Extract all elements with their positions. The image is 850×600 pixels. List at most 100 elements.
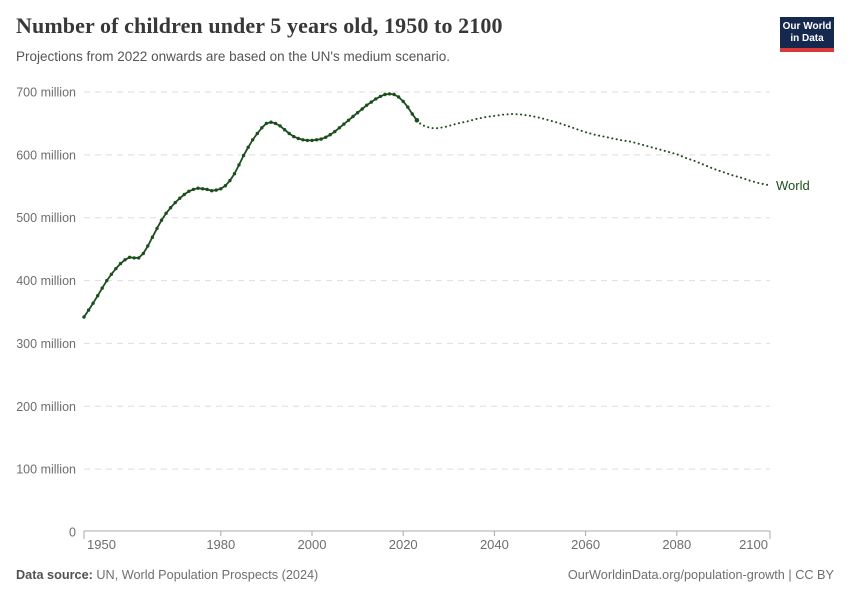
world-line-marker [223, 184, 228, 188]
world-line-marker [328, 133, 332, 137]
world-line-marker [410, 112, 414, 116]
world-line-marker [82, 315, 86, 319]
world-line-marker [137, 256, 141, 260]
world-line-marker [255, 131, 259, 136]
y-axis-tick-label: 500 million [16, 211, 76, 225]
x-axis-tick-label: 2080 [662, 537, 691, 552]
x-axis-tick-label: 2100 [739, 537, 768, 552]
world-line-marker [168, 206, 173, 210]
owid-logo[interactable]: Our World in Data [780, 17, 834, 53]
world-line-historical [83, 93, 418, 318]
logo-text-line1: Our World [782, 21, 832, 32]
world-line-marker [187, 189, 191, 193]
y-axis-tick-label: 600 million [16, 148, 76, 162]
y-axis-tick-label: 100 million [16, 463, 76, 477]
x-axis-tick-label: 2020 [389, 537, 418, 552]
world-line-marker [191, 187, 196, 192]
world-line-marker [260, 126, 264, 130]
world-line-marker [292, 134, 296, 139]
world-line-marker [86, 308, 91, 312]
y-axis-tick-label: 400 million [16, 274, 76, 288]
world-line-marker [232, 172, 237, 176]
world-line-marker [150, 235, 155, 239]
y-axis-tick-label: 300 million [16, 337, 76, 351]
world-line-marker [237, 163, 241, 167]
world-line-marker [264, 121, 269, 126]
world-line-marker [246, 145, 250, 149]
world-line-marker [346, 118, 351, 123]
chart-header: Number of children under 5 years old, 19… [16, 12, 758, 65]
world-line-marker [351, 114, 355, 119]
world-line-marker [269, 120, 273, 124]
world-series-label[interactable]: World [776, 178, 810, 193]
chart-title: Number of children under 5 years old, 19… [16, 13, 503, 38]
owid-url-license-link[interactable]: OurWorldinData.org/population-growth | C… [567, 568, 834, 582]
world-line-marker [374, 97, 378, 101]
world-line-marker [305, 138, 310, 143]
world-line-marker [178, 196, 182, 200]
world-line-marker [287, 131, 291, 136]
world-line-marker [310, 138, 314, 143]
world-line-marker [337, 126, 342, 130]
world-line-marker [219, 187, 223, 191]
y-axis-tick-label: 200 million [16, 400, 76, 414]
world-line-marker [173, 200, 177, 205]
world-line-marker [396, 95, 401, 99]
chart-footer: Data source: UN, World Population Prospe… [16, 568, 834, 582]
world-line-marker [333, 129, 337, 134]
world-line-marker [314, 138, 319, 142]
world-line-marker [273, 121, 278, 126]
world-line-marker [406, 105, 410, 109]
world-line-marker [200, 187, 205, 191]
world-line-marker [114, 266, 118, 271]
world-line-marker [118, 261, 123, 266]
world-line-marker [164, 211, 168, 215]
world-line-marker [378, 94, 383, 99]
world-line-marker [132, 256, 136, 260]
world-line-marker [251, 138, 255, 142]
world-line-marker [146, 244, 150, 248]
world-line-marker [401, 99, 405, 104]
world-line-marker [241, 153, 246, 158]
world-line-marker [228, 178, 232, 183]
world-line-marker [360, 107, 364, 111]
x-axis-tick-label: 2000 [298, 537, 327, 552]
world-line-marker [324, 135, 328, 139]
world-line-marker [210, 189, 214, 193]
world-line-marker [182, 192, 186, 197]
world-line-marker [100, 286, 104, 290]
world-line-projection [415, 112, 769, 186]
world-line-marker [141, 251, 145, 256]
data-source-note: Data source: UN, World Population Prospe… [16, 568, 318, 582]
world-line-marker [127, 255, 132, 259]
x-axis-tick-label: 1980 [206, 537, 235, 552]
world-line-marker [123, 258, 127, 262]
world-line-marker [301, 138, 305, 142]
world-line-marker [392, 92, 396, 97]
chart-subtitle: Projections from 2022 onwards are based … [16, 48, 451, 64]
data-source-label: Data source: [16, 568, 93, 582]
x-axis-tick-label: 2040 [480, 537, 509, 552]
world-line-marker [96, 294, 100, 298]
world-line-marker [365, 103, 369, 107]
x-axis-tick-label: 2060 [571, 537, 600, 552]
world-line-marker [91, 301, 95, 305]
world-line-marker [155, 226, 159, 231]
world-line-marker [159, 218, 164, 222]
logo-text-line2: in Data [790, 33, 824, 45]
world-line-marker [196, 186, 200, 190]
world-line-marker [282, 128, 287, 132]
world-line-marker [319, 137, 323, 141]
world-line-marker [369, 100, 373, 104]
y-axis-tick-label: 700 million [16, 86, 76, 100]
world-line-marker [387, 92, 392, 96]
world-line-marker [105, 278, 109, 283]
world-line-marker [342, 122, 346, 126]
world-line-marker [383, 92, 387, 97]
world-line-marker [278, 124, 282, 128]
world-line-marker [414, 118, 420, 123]
world-line-marker [296, 136, 300, 141]
x-axis-tick-label: 1950 [87, 537, 116, 552]
